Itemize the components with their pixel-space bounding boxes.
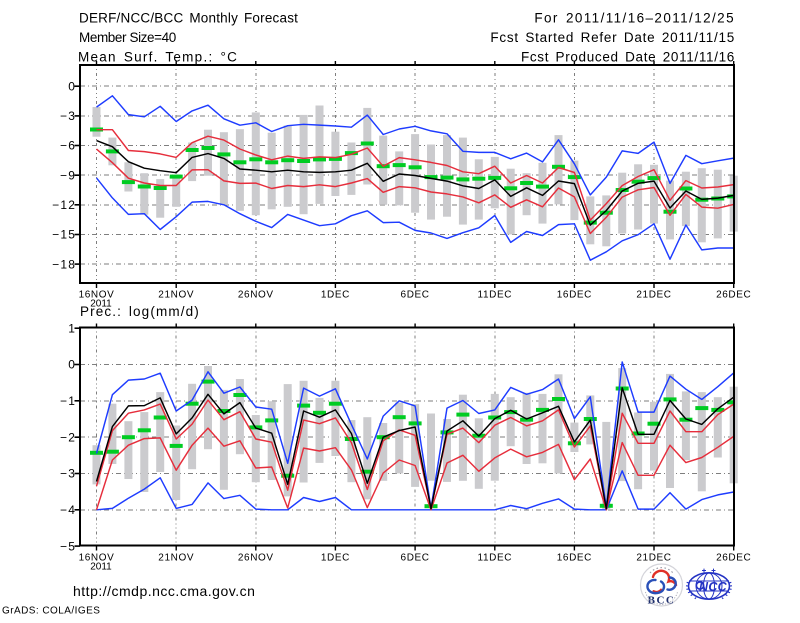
svg-text:For 2011/11/16–2011/12/25: For 2011/11/16–2011/12/25 bbox=[534, 11, 735, 26]
svg-text:Fcst Produced Date 2011/11/16: Fcst Produced Date 2011/11/16 bbox=[521, 50, 735, 65]
svg-text:21NOV: 21NOV bbox=[158, 553, 194, 564]
svg-text:6DEC: 6DEC bbox=[401, 553, 430, 564]
svg-text:11DEC: 11DEC bbox=[478, 553, 513, 564]
svg-text:16DEC: 16DEC bbox=[557, 553, 592, 564]
svg-text:Fcst Started Refer Date 2011/1: Fcst Started Refer Date 2011/11/15 bbox=[490, 30, 735, 45]
svg-text:1DEC: 1DEC bbox=[321, 290, 350, 301]
svg-text:6DEC: 6DEC bbox=[401, 290, 430, 301]
svg-text:26NOV: 26NOV bbox=[238, 553, 274, 564]
svg-text:Mean Surf. Temp.: °C: Mean Surf. Temp.: °C bbox=[78, 50, 238, 65]
svg-text:0: 0 bbox=[68, 358, 76, 372]
svg-text:−5: −5 bbox=[60, 539, 76, 553]
svg-text:26DEC: 26DEC bbox=[716, 553, 751, 564]
svg-text:Member Size=40: Member Size=40 bbox=[79, 30, 176, 45]
svg-text:DERF/NCC/BCC Monthly Forecast: DERF/NCC/BCC Monthly Forecast bbox=[79, 11, 298, 26]
svg-text:−3: −3 bbox=[60, 109, 76, 123]
svg-text:Prec.: log(mm/d): Prec.: log(mm/d) bbox=[80, 304, 200, 319]
svg-text:1DEC: 1DEC bbox=[321, 553, 350, 564]
svg-text:16NOV: 16NOV bbox=[79, 553, 115, 564]
svg-text:2011: 2011 bbox=[90, 299, 112, 310]
svg-text:BCC: BCC bbox=[648, 595, 676, 607]
svg-text:1: 1 bbox=[68, 321, 76, 335]
svg-text:26NOV: 26NOV bbox=[238, 290, 274, 301]
svg-text:−2: −2 bbox=[60, 430, 76, 444]
svg-text:−12: −12 bbox=[52, 198, 76, 212]
svg-text:16DEC: 16DEC bbox=[557, 290, 592, 301]
svg-text:21DEC: 21DEC bbox=[636, 553, 671, 564]
svg-text:http://cmdp.ncc.cma.gov.cn: http://cmdp.ncc.cma.gov.cn bbox=[73, 583, 255, 599]
svg-text:−15: −15 bbox=[52, 228, 76, 242]
svg-text:−1: −1 bbox=[60, 394, 76, 408]
svg-text:−3: −3 bbox=[60, 467, 76, 481]
svg-text:21DEC: 21DEC bbox=[636, 290, 671, 301]
svg-text:−4: −4 bbox=[60, 503, 76, 517]
svg-text:2011: 2011 bbox=[90, 562, 112, 573]
svg-text:16NOV: 16NOV bbox=[79, 290, 115, 301]
svg-text:0: 0 bbox=[68, 79, 76, 93]
svg-text:26DEC: 26DEC bbox=[716, 290, 751, 301]
svg-text:NCC: NCC bbox=[699, 580, 728, 594]
svg-text:21NOV: 21NOV bbox=[158, 290, 194, 301]
svg-text:11DEC: 11DEC bbox=[478, 290, 513, 301]
svg-text:−9: −9 bbox=[60, 168, 76, 182]
svg-text:−18: −18 bbox=[52, 257, 76, 271]
svg-text:GrADS: COLA/IGES: GrADS: COLA/IGES bbox=[2, 606, 100, 617]
svg-text:−6: −6 bbox=[60, 139, 76, 153]
